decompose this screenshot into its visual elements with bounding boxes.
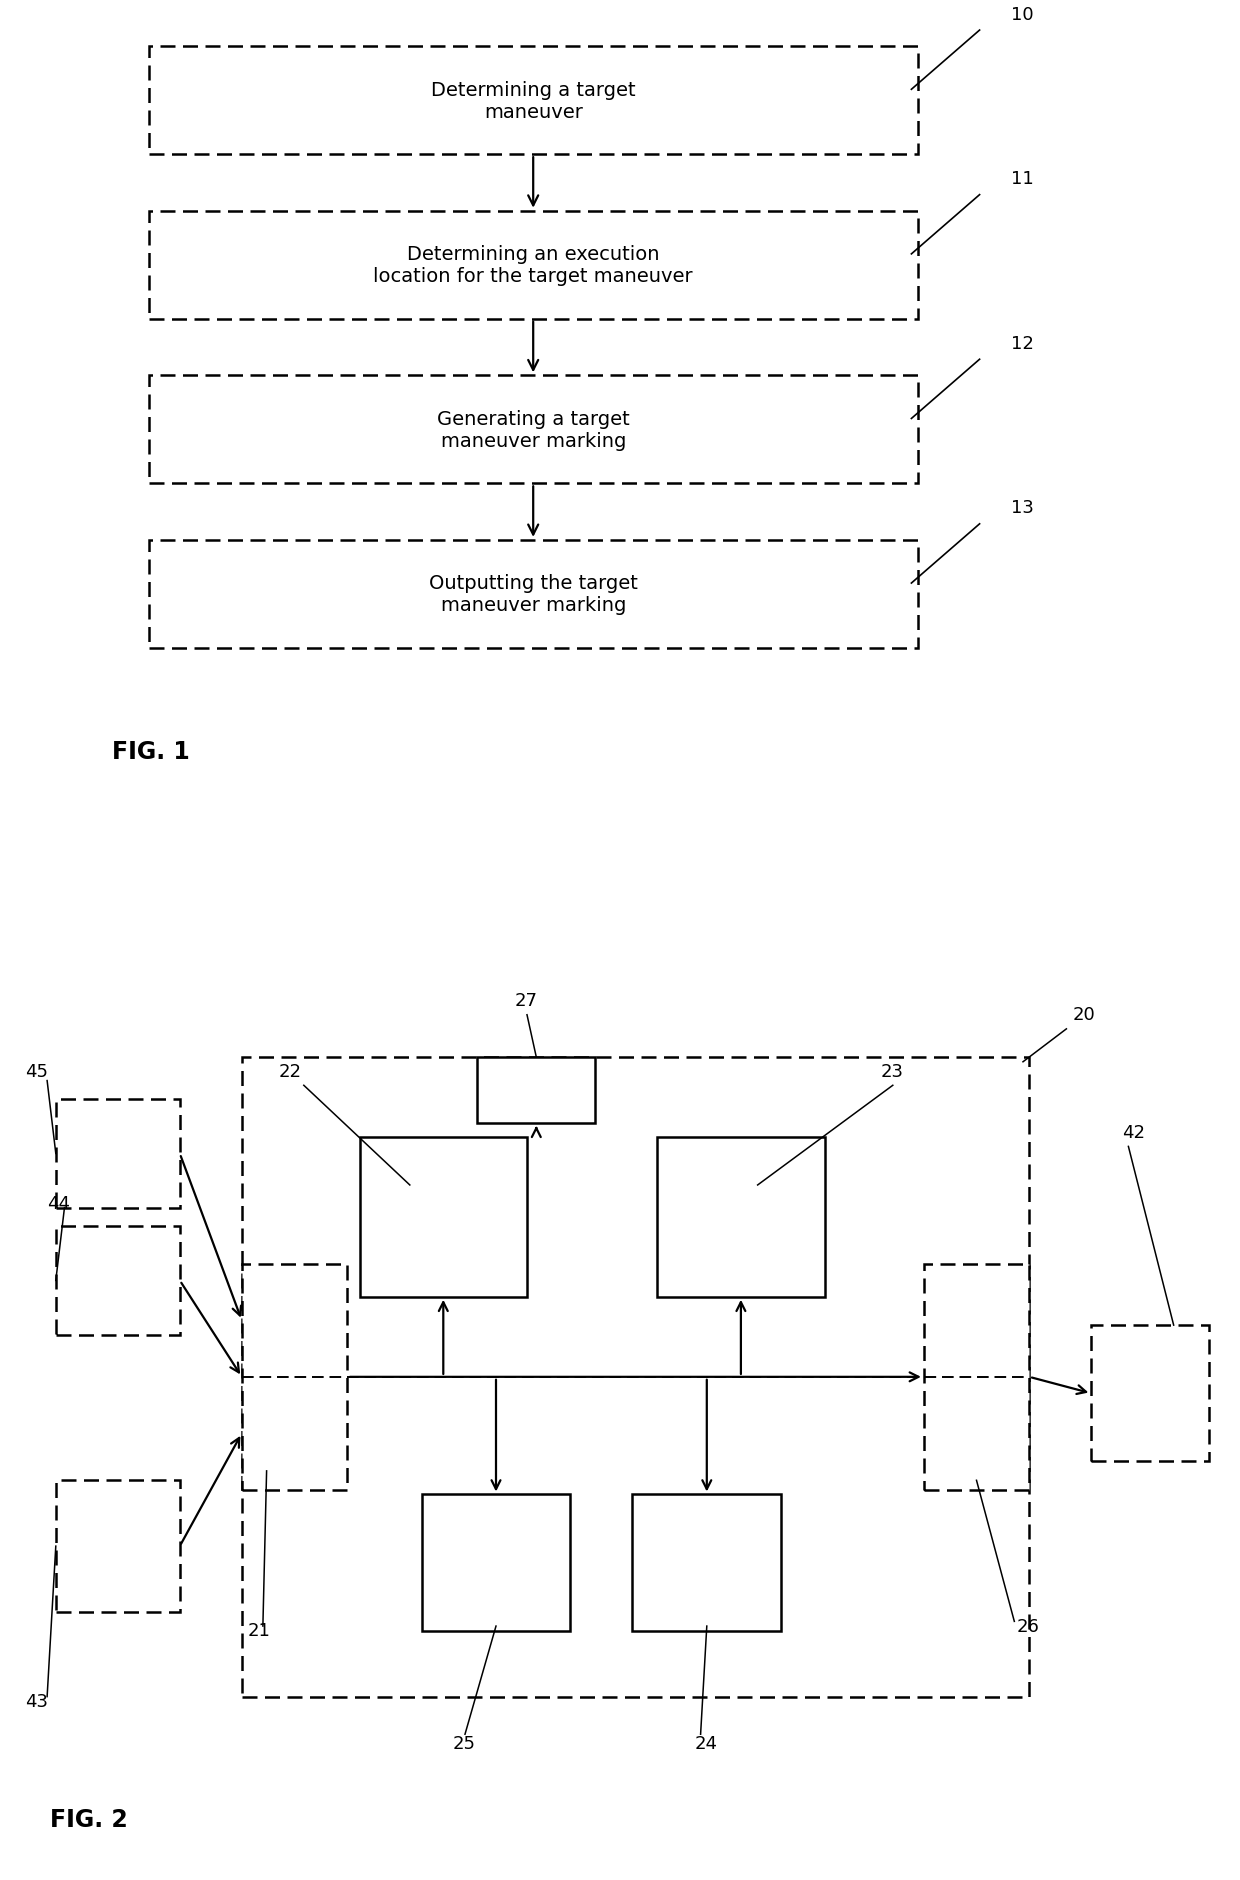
Text: 13: 13: [1011, 498, 1033, 517]
Text: 43: 43: [25, 1692, 48, 1711]
Bar: [242, 1265, 347, 1489]
Bar: [149, 376, 918, 483]
Bar: [477, 1057, 595, 1122]
Text: Determining a target
maneuver: Determining a target maneuver: [430, 81, 636, 122]
Bar: [632, 1495, 781, 1630]
Text: 12: 12: [1011, 335, 1033, 353]
Text: 20: 20: [1073, 1006, 1095, 1025]
Bar: [360, 1137, 527, 1297]
Bar: [56, 1481, 180, 1613]
Text: 26: 26: [1017, 1617, 1039, 1636]
Bar: [56, 1100, 180, 1209]
Text: 23: 23: [880, 1062, 904, 1081]
Bar: [149, 47, 918, 156]
Text: 11: 11: [1011, 169, 1033, 188]
Text: Outputting the target
maneuver marking: Outputting the target maneuver marking: [429, 573, 637, 615]
Text: 10: 10: [1011, 6, 1033, 24]
Text: 22: 22: [279, 1062, 303, 1081]
Bar: [924, 1265, 1029, 1489]
Text: 25: 25: [453, 1735, 476, 1752]
Text: Generating a target
maneuver marking: Generating a target maneuver marking: [436, 410, 630, 451]
Text: 27: 27: [515, 993, 538, 1010]
Bar: [657, 1137, 825, 1297]
Text: 24: 24: [694, 1735, 718, 1752]
Bar: [242, 1058, 1029, 1696]
Text: FIG. 1: FIG. 1: [112, 741, 190, 763]
Bar: [149, 541, 918, 649]
Text: 44: 44: [47, 1194, 71, 1213]
Text: Determining an execution
location for the target maneuver: Determining an execution location for th…: [373, 244, 693, 286]
Bar: [1091, 1325, 1209, 1463]
Text: FIG. 2: FIG. 2: [50, 1807, 128, 1831]
Bar: [56, 1228, 180, 1335]
Text: 21: 21: [248, 1622, 270, 1639]
Bar: [149, 212, 918, 320]
Text: 42: 42: [1122, 1124, 1146, 1141]
Bar: [422, 1495, 570, 1630]
Text: 45: 45: [25, 1062, 48, 1081]
